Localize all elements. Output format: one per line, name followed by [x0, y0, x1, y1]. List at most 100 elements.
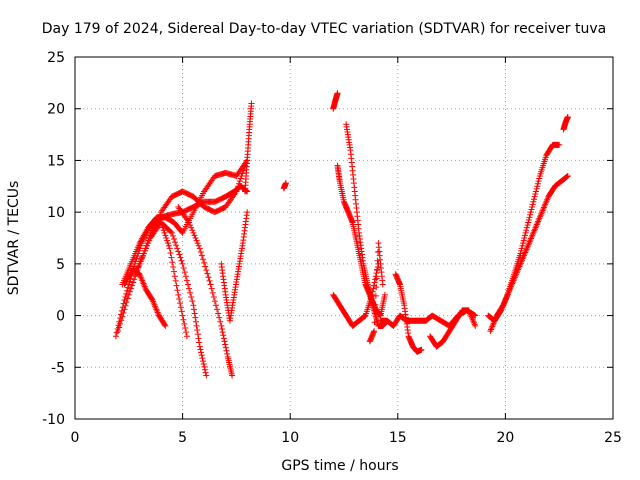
- data-point: [127, 285, 134, 292]
- data-points: [112, 90, 571, 379]
- data-point: [194, 331, 201, 338]
- y-tick-label: 20: [47, 102, 65, 118]
- data-point: [372, 301, 379, 308]
- data-point: [237, 175, 244, 182]
- data-point: [198, 252, 205, 259]
- series-arc-15: [366, 240, 386, 345]
- data-point: [201, 366, 208, 373]
- data-point: [183, 333, 190, 340]
- data-point: [519, 242, 526, 249]
- x-tick-label: 5: [178, 430, 187, 446]
- data-point: [499, 303, 506, 310]
- data-point: [192, 318, 199, 325]
- data-point: [126, 288, 133, 295]
- data-point: [218, 326, 225, 333]
- data-point: [203, 372, 210, 379]
- data-point: [371, 319, 378, 326]
- series-arc-14: [330, 260, 382, 329]
- data-point: [520, 240, 527, 247]
- data-point: [207, 281, 214, 288]
- data-point: [374, 257, 381, 264]
- data-point: [130, 279, 137, 286]
- data-point: [169, 259, 176, 266]
- data-point: [182, 324, 189, 331]
- data-point: [192, 314, 199, 321]
- data-point: [418, 346, 425, 353]
- data-point: [220, 332, 227, 339]
- data-point: [170, 268, 177, 275]
- data-point: [248, 100, 255, 107]
- data-point: [381, 291, 388, 298]
- data-point: [518, 245, 525, 252]
- data-point: [233, 188, 240, 195]
- data-point: [528, 206, 535, 213]
- series-arc-20: [487, 172, 571, 335]
- data-point: [173, 282, 180, 289]
- data-point: [370, 285, 377, 292]
- y-tick-label: 15: [47, 153, 65, 169]
- data-point: [186, 285, 193, 292]
- data-point: [521, 232, 528, 239]
- data-point: [192, 235, 199, 241]
- data-point: [143, 242, 150, 249]
- data-point: [525, 219, 532, 226]
- data-point: [133, 255, 140, 262]
- data-point: [186, 219, 193, 226]
- data-point: [164, 240, 171, 247]
- series-arc-18: [427, 307, 479, 350]
- data-point: [523, 227, 530, 234]
- data-point: [371, 328, 378, 335]
- data-point: [188, 224, 195, 231]
- data-point: [177, 300, 184, 307]
- data-point: [530, 198, 537, 205]
- data-point: [124, 287, 131, 294]
- data-point: [201, 363, 208, 370]
- data-point: [113, 329, 120, 336]
- series-arc-8: [218, 209, 251, 324]
- data-point: [196, 343, 203, 350]
- series-arc-3: [119, 157, 251, 288]
- data-point: [205, 274, 212, 281]
- data-point: [217, 318, 224, 325]
- data-point: [564, 113, 571, 120]
- data-point: [369, 288, 376, 295]
- data-point: [172, 277, 179, 284]
- data-point: [520, 237, 527, 244]
- data-point: [206, 277, 213, 284]
- data-point: [204, 270, 211, 277]
- data-point: [170, 236, 177, 243]
- data-point: [529, 201, 536, 208]
- data-point: [373, 270, 380, 277]
- data-point: [180, 316, 187, 323]
- data-point: [202, 369, 209, 376]
- data-point: [219, 329, 226, 336]
- data-point: [170, 263, 177, 270]
- data-point: [368, 291, 375, 298]
- series-arc-11: [330, 90, 341, 112]
- data-point: [536, 175, 543, 182]
- data-point: [115, 328, 122, 335]
- data-point: [373, 284, 380, 291]
- data-point: [162, 232, 169, 239]
- data-point: [164, 237, 171, 244]
- data-point: [535, 178, 542, 185]
- data-point: [532, 191, 539, 198]
- data-point: [564, 172, 571, 179]
- x-tick-label: 25: [604, 430, 622, 446]
- data-point: [234, 185, 241, 192]
- series-arc-13: [343, 121, 388, 319]
- data-point: [183, 277, 190, 284]
- plot-frame: [74, 56, 614, 420]
- x-axis-label: GPS time / hours: [281, 458, 398, 474]
- y-tick-label: 5: [56, 257, 65, 273]
- data-point: [223, 347, 230, 354]
- data-point: [375, 248, 382, 255]
- data-point: [124, 284, 131, 291]
- data-point: [193, 322, 200, 329]
- data-point: [180, 264, 187, 271]
- series-arc-19: [485, 141, 563, 324]
- data-point: [202, 263, 209, 270]
- data-point: [140, 250, 147, 257]
- y-axis-label: SDTVAR / TECUs: [6, 181, 22, 296]
